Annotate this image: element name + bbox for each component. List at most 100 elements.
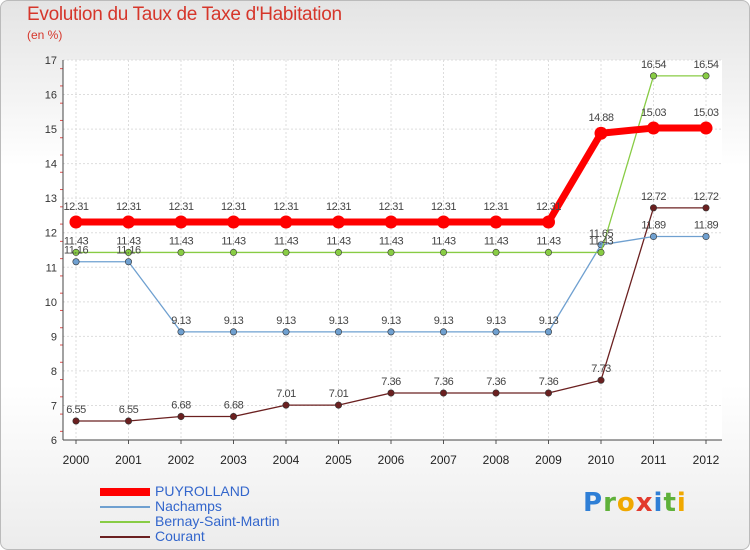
- legend-swatch: [100, 536, 150, 538]
- chart-unit-label: (en %): [27, 28, 63, 42]
- data-point: [387, 328, 395, 336]
- data-label: 9.13: [329, 315, 349, 327]
- y-tick-label: 17: [45, 55, 57, 67]
- data-point: [492, 248, 500, 256]
- data-label: 9.13: [486, 315, 506, 327]
- data-label: 7.36: [434, 376, 454, 388]
- data-point: [122, 215, 135, 229]
- data-point: [702, 204, 710, 212]
- data-point: [282, 401, 290, 409]
- data-point: [230, 328, 238, 336]
- logo-letter: x: [635, 488, 654, 518]
- x-tick-label: 2003: [220, 453, 247, 467]
- x-tick-label: 2008: [483, 453, 510, 467]
- data-point: [174, 215, 188, 229]
- data-point: [437, 215, 450, 229]
- legend-label: Bernay-Saint-Martin: [155, 513, 280, 529]
- data-label: 11.16: [64, 245, 89, 257]
- data-label: 9.13: [539, 315, 559, 327]
- data-point: [69, 215, 83, 229]
- logo-letter: i: [676, 488, 687, 518]
- data-label: 12.31: [168, 201, 193, 213]
- data-point: [439, 389, 447, 397]
- data-label: 12.31: [116, 201, 141, 213]
- data-label: 11.43: [431, 235, 456, 247]
- legend-swatch: [100, 488, 150, 496]
- data-point: [649, 233, 657, 241]
- data-label: 11.89: [641, 220, 666, 232]
- data-point: [649, 204, 657, 212]
- data-point: [125, 258, 133, 266]
- y-tick-label: 10: [45, 297, 57, 309]
- data-label: 6.55: [66, 404, 86, 416]
- data-point: [334, 401, 342, 409]
- data-label: 7.01: [329, 388, 349, 400]
- data-label: 12.31: [221, 201, 246, 213]
- data-label: 16.54: [693, 59, 718, 71]
- y-tick-label: 9: [51, 331, 57, 343]
- data-label: 12.31: [431, 201, 456, 213]
- x-tick-label: 2006: [378, 453, 405, 467]
- x-tick-label: 2005: [325, 453, 352, 467]
- data-point: [649, 72, 657, 80]
- chart-title: Evolution du Taux de Taxe d'Habitation: [27, 4, 342, 25]
- y-tick-label: 16: [45, 90, 57, 102]
- data-point: [230, 413, 238, 421]
- legend-label: Nachamps: [155, 498, 222, 514]
- data-point: [334, 248, 342, 256]
- data-point: [334, 328, 342, 336]
- data-label: 12.31: [378, 201, 403, 213]
- data-point: [594, 126, 608, 140]
- data-point: [492, 389, 500, 397]
- data-point: [387, 389, 395, 397]
- data-label: 9.13: [171, 315, 191, 327]
- data-point: [489, 215, 503, 229]
- y-tick-label: 14: [45, 159, 57, 171]
- data-label: 11.43: [379, 235, 404, 247]
- data-point: [230, 248, 238, 256]
- x-tick-label: 2004: [273, 453, 300, 467]
- x-tick-label: 2000: [63, 453, 90, 467]
- data-label: 9.13: [224, 315, 244, 327]
- data-label: 11.43: [274, 235, 299, 247]
- data-label: 11.43: [484, 235, 509, 247]
- data-point: [177, 413, 185, 421]
- x-tick-label: 2011: [641, 453, 667, 467]
- y-tick-label: 7: [51, 400, 57, 412]
- data-label: 11.43: [536, 235, 561, 247]
- data-label: 15.03: [693, 107, 718, 119]
- data-point: [125, 417, 133, 425]
- y-tick-label: 11: [46, 262, 57, 274]
- proxiti-logo: Proxiti: [583, 488, 687, 518]
- data-point: [387, 248, 395, 256]
- data-label: 7.01: [276, 388, 296, 400]
- data-point: [439, 328, 447, 336]
- data-label: 11.16: [116, 245, 141, 257]
- data-label: 6.68: [171, 400, 191, 412]
- y-tick-label: 6: [51, 435, 57, 447]
- x-tick-label: 2002: [168, 453, 195, 467]
- x-tick-label: 2010: [588, 453, 615, 467]
- data-point: [597, 376, 605, 384]
- data-label: 6.68: [224, 400, 244, 412]
- data-point: [177, 248, 185, 256]
- legend-label: Courant: [155, 528, 205, 544]
- data-label: 15.03: [641, 107, 666, 119]
- y-tick-label: 8: [51, 366, 57, 378]
- y-tick-label: 15: [45, 124, 57, 136]
- x-tick-label: 2001: [115, 453, 142, 467]
- data-label: 9.13: [381, 315, 401, 327]
- data-point: [542, 215, 555, 229]
- data-point: [72, 258, 80, 266]
- data-label: 12.31: [326, 201, 351, 213]
- data-label: 12.31: [63, 201, 88, 213]
- data-point: [702, 72, 710, 80]
- data-point: [699, 121, 713, 135]
- x-tick-label: 2009: [535, 453, 562, 467]
- x-tick-label: 2012: [693, 453, 720, 467]
- data-label: 11.65: [589, 228, 614, 240]
- data-point: [544, 248, 552, 256]
- data-label: 11.43: [64, 235, 89, 247]
- legend-label: PUYROLLAND: [155, 483, 250, 499]
